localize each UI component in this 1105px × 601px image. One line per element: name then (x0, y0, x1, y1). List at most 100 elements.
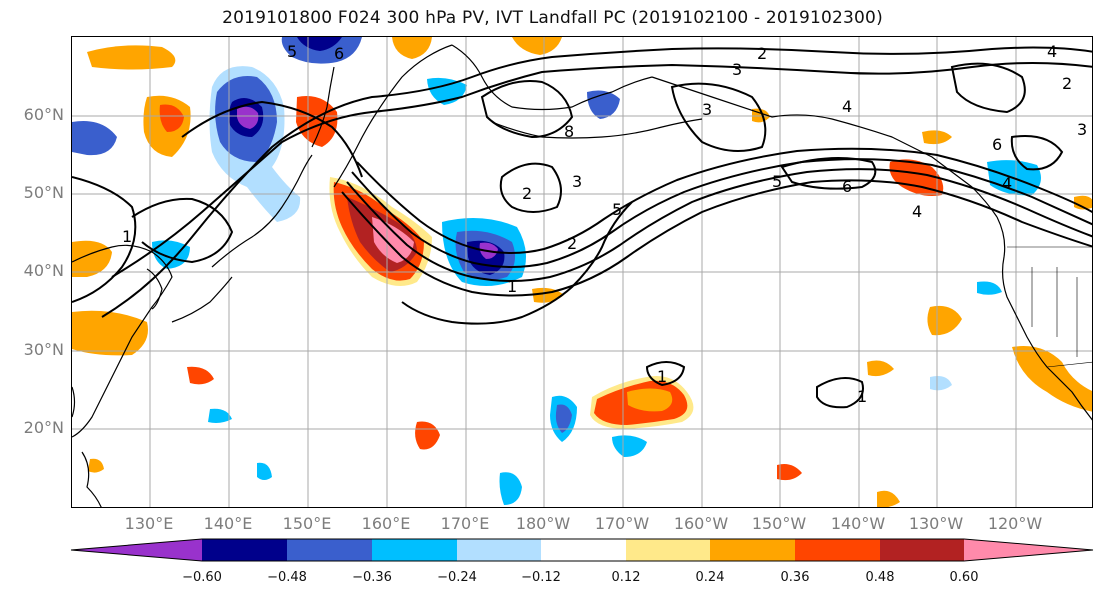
contour-label: 6 (992, 135, 1002, 154)
borders (1007, 246, 1092, 368)
map-panel: 2 3 4 5 6 1 2 3 4 5 6 8 4 3 2 1 1 4 6 5 … (71, 36, 1093, 508)
contour-line (670, 82, 767, 152)
coastline-alaska (651, 76, 998, 218)
pv-positive-region (512, 37, 562, 55)
lon-label-180w: 180°W (515, 514, 571, 533)
contour-line (101, 46, 1092, 318)
colorbar-tick: −0.24 (437, 570, 477, 585)
lon-label-150w: 150°W (751, 514, 807, 533)
coastline-islands (72, 386, 76, 418)
contour-label: 2 (1062, 74, 1072, 93)
contour-label: 2 (567, 234, 577, 253)
colorbar-segment (880, 539, 964, 561)
coastline-japan-south (171, 276, 233, 323)
colorbar-outline (70, 538, 1094, 562)
pv-positive-region (72, 310, 148, 356)
colorbar-segment (626, 539, 710, 561)
pv-positive-region (392, 37, 432, 59)
lon-label-170w: 170°W (594, 514, 650, 533)
colorbar (70, 538, 1094, 562)
contour-label: 6 (334, 44, 344, 63)
contour-label: 4 (1047, 42, 1057, 61)
pv-negative-region (237, 106, 259, 129)
ivt-contours (72, 46, 1092, 409)
colorbar-segment (202, 539, 287, 561)
pv-negative-region (930, 376, 952, 391)
contour-label: 8 (564, 122, 574, 141)
lat-label-60n: 60°N (23, 105, 64, 124)
contour-label: 1 (507, 277, 517, 296)
lon-label-160e: 160°E (361, 514, 411, 533)
contour-line (1010, 135, 1064, 171)
lon-label-140w: 140°W (830, 514, 886, 533)
lon-label-130e: 130°E (124, 514, 174, 533)
contour-label: 5 (287, 42, 297, 61)
lat-label-40n: 40°N (23, 261, 64, 280)
coastline-kamchatka (333, 44, 453, 188)
pv-negative-region (257, 462, 272, 480)
pv-negative-region (977, 281, 1002, 295)
lon-label-160w: 160°W (673, 514, 729, 533)
pv-positive-region (1012, 346, 1092, 412)
contour-line (181, 100, 363, 178)
pv-positive-region (1074, 195, 1092, 210)
contour-label: 3 (1077, 120, 1087, 139)
contour-label: 2 (522, 184, 532, 203)
contour-label: 1 (657, 367, 667, 386)
contour-label: 3 (572, 172, 582, 191)
contour-line (341, 179, 1092, 297)
pv-positive-region (159, 104, 184, 132)
pv-positive-region (867, 360, 894, 377)
colorbar-tick: 0.24 (695, 570, 725, 585)
coastline-asia (72, 244, 173, 438)
colorbar-segment (372, 539, 457, 561)
colorbar-segment (457, 539, 541, 561)
border-states (1031, 267, 1078, 357)
contour-line (346, 168, 1092, 282)
map-svg: 2 3 4 5 6 1 2 3 4 5 6 8 4 3 2 1 1 4 6 5 … (72, 37, 1092, 507)
pv-negative-region (152, 240, 190, 269)
contour-line (499, 162, 562, 213)
pv-negative-region (499, 472, 522, 505)
pv-positive-region (877, 490, 900, 507)
colorbar-segment (541, 539, 626, 561)
lon-label-170e: 170°E (440, 514, 490, 533)
colorbar-segment (795, 539, 880, 561)
pv-positive-region (187, 366, 214, 385)
lon-label-150e: 150°E (282, 514, 332, 533)
lat-label-30n: 30°N (23, 340, 64, 359)
contour-label: 5 (612, 200, 622, 219)
lon-label-140e: 140°E (203, 514, 253, 533)
lat-label-50n: 50°N (23, 183, 64, 202)
lon-label-130w: 130°W (908, 514, 964, 533)
pv-positive-region (889, 159, 944, 196)
contour-label: 3 (702, 100, 712, 119)
colorbar-segment (287, 539, 372, 561)
contour-label: 5 (772, 172, 782, 191)
lat-label-20n: 20°N (23, 418, 64, 437)
pv-negative-region (555, 404, 572, 433)
contour-labels: 2 3 4 5 6 1 2 3 4 5 6 8 4 3 2 1 1 4 6 5 … (122, 42, 1087, 406)
colorbar-tick: −0.12 (521, 570, 561, 585)
contour-label: 1 (122, 227, 132, 246)
colorbar-segment-lt-neg060 (71, 539, 202, 561)
colorbar-tick: −0.60 (182, 570, 222, 585)
pv-positive-region (627, 388, 673, 412)
contour-label: 1 (857, 387, 867, 406)
contour-label: 4 (842, 97, 852, 116)
pv-positive-region (777, 464, 802, 481)
contour-line (645, 361, 686, 387)
colorbar-segment-gt-060 (964, 539, 1093, 561)
contour-line (950, 62, 1026, 114)
border-us-mexico (1046, 361, 1092, 368)
pv-positive-region (927, 305, 962, 336)
colorbar-tick: −0.48 (267, 570, 307, 585)
map-title: 2019101800 F024 300 hPa PV, IVT Landfall… (222, 8, 883, 28)
contour-label: 2 (757, 44, 767, 63)
pv-negative-region (72, 121, 117, 156)
pv-negative-region (612, 435, 647, 457)
colorbar-segment (710, 539, 795, 561)
contour-line (401, 201, 633, 325)
coastline-sakhalin-kamchatka (311, 66, 335, 148)
contour-label: 4 (912, 202, 922, 221)
